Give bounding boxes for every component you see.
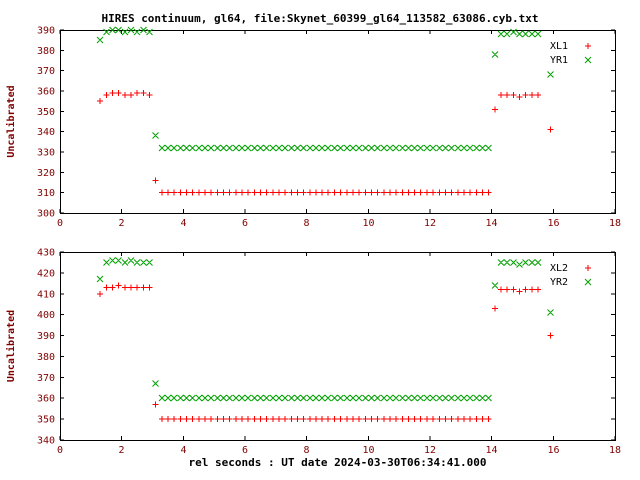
y-tick-label: 430	[37, 248, 55, 259]
y-axis-label: Uncalibrated	[5, 310, 17, 382]
series-XL2-points	[97, 282, 554, 422]
legend-label-XL1: XL1	[550, 41, 568, 52]
axis-ticks	[59, 251, 616, 441]
x-tick-label: 18	[609, 218, 621, 229]
y-tick-label: 300	[37, 209, 55, 220]
plot-border	[60, 30, 616, 214]
panel-2: 0 2 4 6 8 10 12 14 16 18 340 350 360 370 380 390 400 410 4…	[5, 248, 621, 457]
x-tick-label: 16	[547, 218, 559, 229]
series-YR2-points	[96, 257, 554, 402]
legend-label-YR1: YR1	[550, 55, 568, 66]
x-tick-label: 14	[485, 445, 497, 456]
x-tick-label: 16	[547, 445, 559, 456]
y-tick-label: 330	[37, 148, 55, 159]
y-tick-label: 350	[37, 415, 55, 426]
y-tick-label: 310	[37, 188, 55, 199]
y-tick-label: 340	[37, 436, 55, 447]
y-tick-label: 320	[37, 168, 55, 179]
x-tick-label: 2	[118, 445, 124, 456]
legend-marker-YR1	[584, 56, 592, 64]
y-tick-label: 400	[37, 310, 55, 321]
y-tick-label: 380	[37, 352, 55, 363]
series-XL1-points	[97, 90, 554, 196]
y-tick-label: 390	[37, 26, 55, 37]
x-tick-label: 12	[424, 445, 436, 456]
legend-marker-YR2	[584, 278, 592, 286]
panel-1: 0 2 4 6 8 10 12 14 16 18 300 310 320 330 340 350 360 370 3…	[5, 26, 621, 230]
legend-marker-XL1	[585, 43, 591, 49]
x-tick-label: 6	[242, 445, 248, 456]
legend-label-YR2: YR2	[550, 277, 568, 288]
y-tick-label: 380	[37, 46, 55, 57]
x-tick-label: 10	[362, 218, 374, 229]
y-tick-label: 410	[37, 290, 55, 301]
series-YR1-points	[96, 26, 554, 152]
y-tick-label: 370	[37, 66, 55, 77]
y-tick-label: 360	[37, 87, 55, 98]
x-tick-label: 8	[303, 218, 309, 229]
y-tick-label: 420	[37, 269, 55, 280]
x-tick-label: 18	[609, 445, 621, 456]
x-tick-label: 6	[242, 218, 248, 229]
axis-ticks	[59, 29, 616, 214]
y-tick-label: 390	[37, 331, 55, 342]
y-tick-label: 360	[37, 394, 55, 405]
x-axis-label: rel seconds : UT date 2024-03-30T06:34:4…	[188, 456, 487, 469]
x-tick-label: 12	[424, 218, 436, 229]
x-tick-label: 4	[180, 445, 186, 456]
x-tick-label: 2	[118, 218, 124, 229]
x-tick-label: 10	[362, 445, 374, 456]
y-tick-label: 340	[37, 127, 55, 138]
legend-label-XL2: XL2	[550, 263, 568, 274]
chart-title: HIRES continuum, gl64, file:Skynet_60399…	[101, 12, 539, 25]
legend-marker-XL2	[585, 265, 591, 271]
x-tick-label: 4	[180, 218, 186, 229]
y-axis-label: Uncalibrated	[5, 85, 17, 157]
y-tick-label: 370	[37, 373, 55, 384]
x-tick-label: 14	[485, 218, 497, 229]
x-tick-label: 0	[57, 218, 63, 229]
x-tick-label: 0	[57, 445, 63, 456]
y-tick-label: 350	[37, 107, 55, 118]
plot-border	[60, 252, 616, 441]
x-tick-label: 8	[303, 445, 309, 456]
